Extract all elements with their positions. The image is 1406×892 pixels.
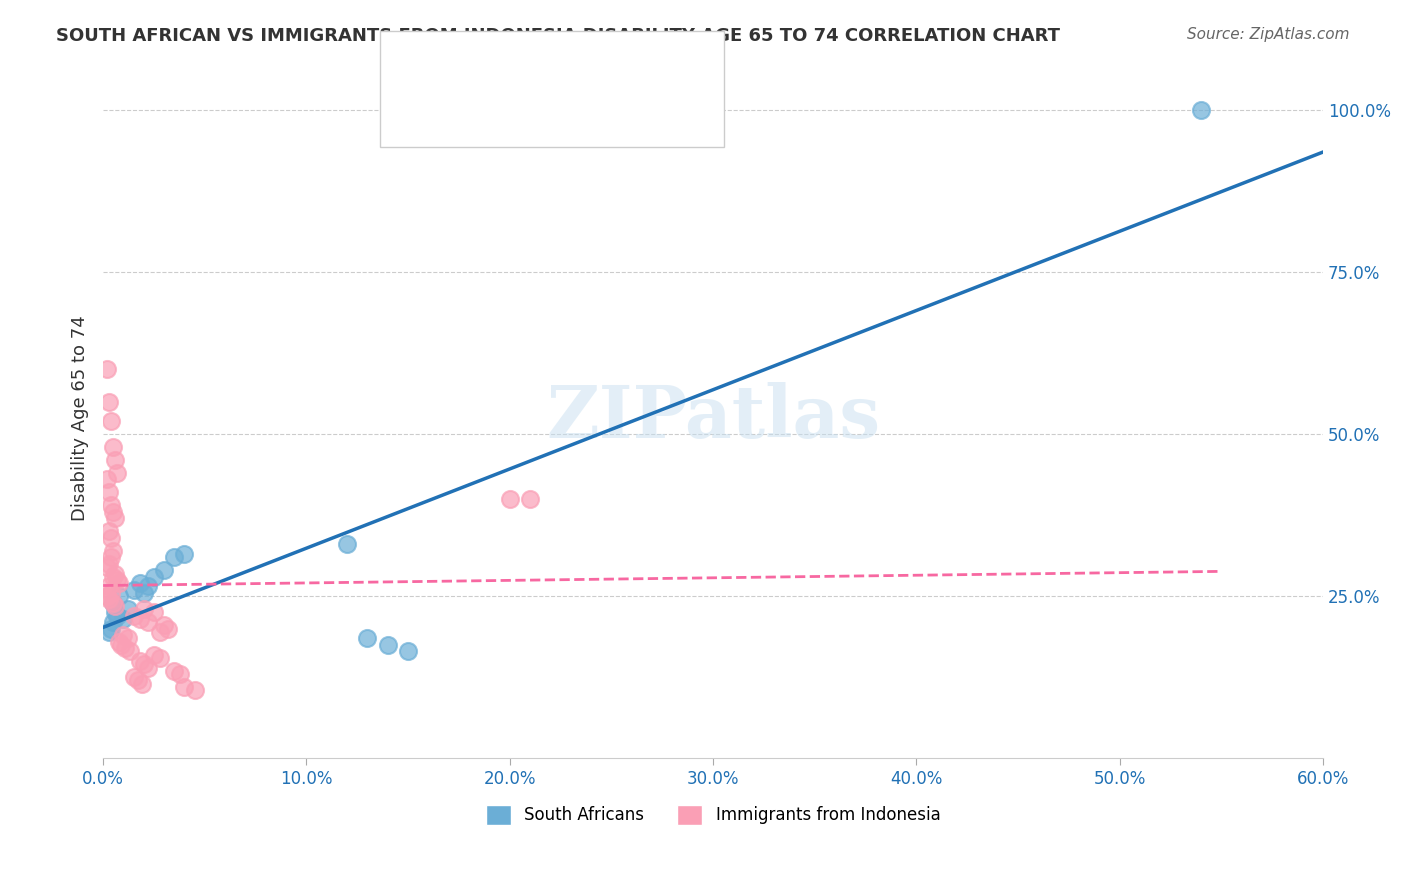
Point — [105, 608, 128, 623]
Point — [183, 683, 205, 698]
Point — [1189, 103, 1212, 117]
Point — [132, 586, 155, 600]
Point — [110, 638, 132, 652]
Point — [163, 550, 186, 565]
Point — [163, 664, 186, 678]
Point — [149, 624, 172, 639]
Point — [117, 602, 139, 616]
Point — [100, 499, 122, 513]
Point — [114, 641, 136, 656]
Point — [100, 414, 122, 428]
Point — [112, 628, 135, 642]
Text: Source: ZipAtlas.com: Source: ZipAtlas.com — [1187, 27, 1350, 42]
Text: 0.892: 0.892 — [506, 54, 562, 72]
Point — [173, 680, 195, 694]
Point — [104, 511, 127, 525]
Point — [104, 566, 127, 581]
Point — [96, 473, 118, 487]
Point — [112, 612, 135, 626]
Point — [100, 586, 122, 600]
Point — [127, 673, 149, 688]
Point — [499, 491, 522, 506]
Point — [103, 596, 125, 610]
Point — [108, 634, 131, 648]
Point — [98, 592, 121, 607]
Point — [117, 632, 139, 646]
Point — [103, 543, 125, 558]
Text: N =: N = — [591, 103, 627, 121]
Point — [103, 615, 125, 629]
Point — [104, 606, 127, 620]
Point — [104, 599, 127, 613]
Point — [356, 632, 378, 646]
Point — [136, 579, 159, 593]
Point — [169, 667, 191, 681]
Point — [122, 608, 145, 623]
Point — [132, 602, 155, 616]
Point — [122, 670, 145, 684]
Point — [136, 660, 159, 674]
Text: N =: N = — [591, 54, 627, 72]
Point — [128, 654, 150, 668]
Point — [173, 547, 195, 561]
Point — [118, 644, 141, 658]
Point — [153, 563, 176, 577]
Text: ZIPatlas: ZIPatlas — [546, 383, 880, 453]
Point — [128, 576, 150, 591]
Point — [108, 589, 131, 603]
Point — [132, 657, 155, 672]
Text: SOUTH AFRICAN VS IMMIGRANTS FROM INDONESIA DISABILITY AGE 65 TO 74 CORRELATION C: SOUTH AFRICAN VS IMMIGRANTS FROM INDONES… — [56, 27, 1060, 45]
Point — [377, 638, 399, 652]
Point — [103, 570, 125, 584]
Point — [98, 624, 121, 639]
Point — [103, 505, 125, 519]
Point — [100, 622, 122, 636]
Point — [103, 596, 125, 610]
Point — [104, 453, 127, 467]
Point — [143, 606, 166, 620]
Point — [98, 557, 121, 571]
Point — [149, 650, 172, 665]
Point — [98, 579, 121, 593]
Point — [136, 615, 159, 629]
Point — [128, 612, 150, 626]
Point — [131, 677, 153, 691]
Text: 0.186: 0.186 — [506, 103, 562, 121]
Legend: South Africans, Immigrants from Indonesia: South Africans, Immigrants from Indonesi… — [479, 798, 948, 831]
Point — [143, 570, 166, 584]
Point — [105, 573, 128, 587]
Point — [122, 582, 145, 597]
Point — [100, 531, 122, 545]
Point — [96, 362, 118, 376]
Point — [336, 537, 359, 551]
Point — [143, 648, 166, 662]
Text: 55: 55 — [640, 103, 665, 121]
Point — [153, 618, 176, 632]
Point — [98, 394, 121, 409]
Point — [96, 560, 118, 574]
Point — [519, 491, 541, 506]
Y-axis label: Disability Age 65 to 74: Disability Age 65 to 74 — [72, 315, 89, 521]
Point — [157, 622, 180, 636]
Point — [396, 644, 419, 658]
Point — [105, 466, 128, 480]
Text: R =: R = — [450, 103, 486, 121]
Point — [96, 589, 118, 603]
Point — [103, 440, 125, 454]
Point — [98, 524, 121, 539]
Point — [98, 485, 121, 500]
Point — [100, 550, 122, 565]
Text: R =: R = — [450, 54, 486, 72]
Point — [108, 576, 131, 591]
Text: 22: 22 — [640, 54, 665, 72]
